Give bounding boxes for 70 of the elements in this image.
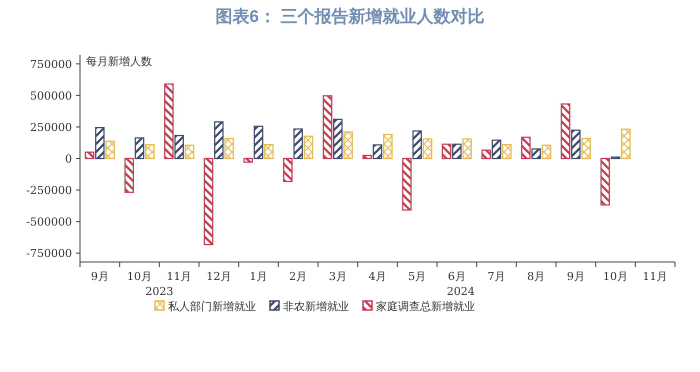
x-tick-label: 1月 [250,270,268,283]
y-tick-label: -250000 [26,184,72,198]
y-tick-label: -750000 [26,247,72,260]
bar [600,158,610,206]
bar [204,158,214,246]
bar [343,131,353,160]
x-tick-label: 6月 [448,270,466,283]
bar [560,103,570,160]
bar [621,128,631,160]
bar [481,150,491,160]
bar [164,83,174,160]
bar [134,137,144,160]
bar [224,138,234,160]
y-tick-label: 0 [65,152,72,166]
bar [542,144,552,160]
y-axis-title: 每月新增人数 [86,55,152,68]
x-tick-label: 8月 [527,270,546,283]
x-tick-label: 10月 [127,270,152,283]
x-tick-label: 5月 [408,270,426,283]
bar [322,95,332,160]
x-tick-label: 2月 [289,270,308,283]
x-tick-label: 9月 [90,270,109,283]
x-tick-label: 11月 [642,270,668,283]
bar [452,144,462,160]
bar [124,158,134,193]
bar [372,144,382,160]
bar [304,136,314,160]
x-tick-label: 10月 [603,270,628,283]
bar [502,144,512,160]
bar [571,130,581,160]
x-tick-label: 11月 [166,270,192,283]
bar [293,128,303,160]
x-tick-label: 12月 [206,270,232,283]
x-tick-label: 3月 [328,270,347,283]
bar [145,144,155,160]
bar [521,136,531,160]
bar [412,130,422,160]
text: 2024 [446,285,475,298]
bar [184,144,194,160]
bar [402,158,412,211]
bar [462,138,472,160]
bar [174,134,184,160]
x-tick-label: 7月 [488,270,506,283]
bar [264,144,274,160]
y-tick-label: -500000 [26,216,72,229]
chart-title: 图表6： 三个报告新增就业人数对比 [215,7,485,26]
text: 2023 [145,285,174,298]
legend-label: 家庭调查总新增就业 [376,300,475,313]
bar [254,126,264,160]
bar [283,158,293,182]
x-tick-label: 4月 [368,270,386,283]
bar [581,138,591,160]
y-tick-label: 250000 [30,120,72,134]
bar [333,118,343,160]
bar [95,126,105,160]
bar [531,148,541,160]
y-tick-label: 750000 [30,58,72,71]
bar [383,134,393,160]
legend-label: 非农新增就业 [283,300,349,313]
bar [243,158,253,163]
bar [84,152,94,160]
legend-label: 私人部门新增就业 [168,300,256,313]
bar [492,140,502,160]
bar [105,140,115,160]
bar [442,144,452,160]
y-tick-label: 500000 [30,89,72,102]
x-tick-label: 9月 [566,270,585,283]
bar [362,154,372,160]
bar [422,138,432,160]
bar [214,121,224,160]
